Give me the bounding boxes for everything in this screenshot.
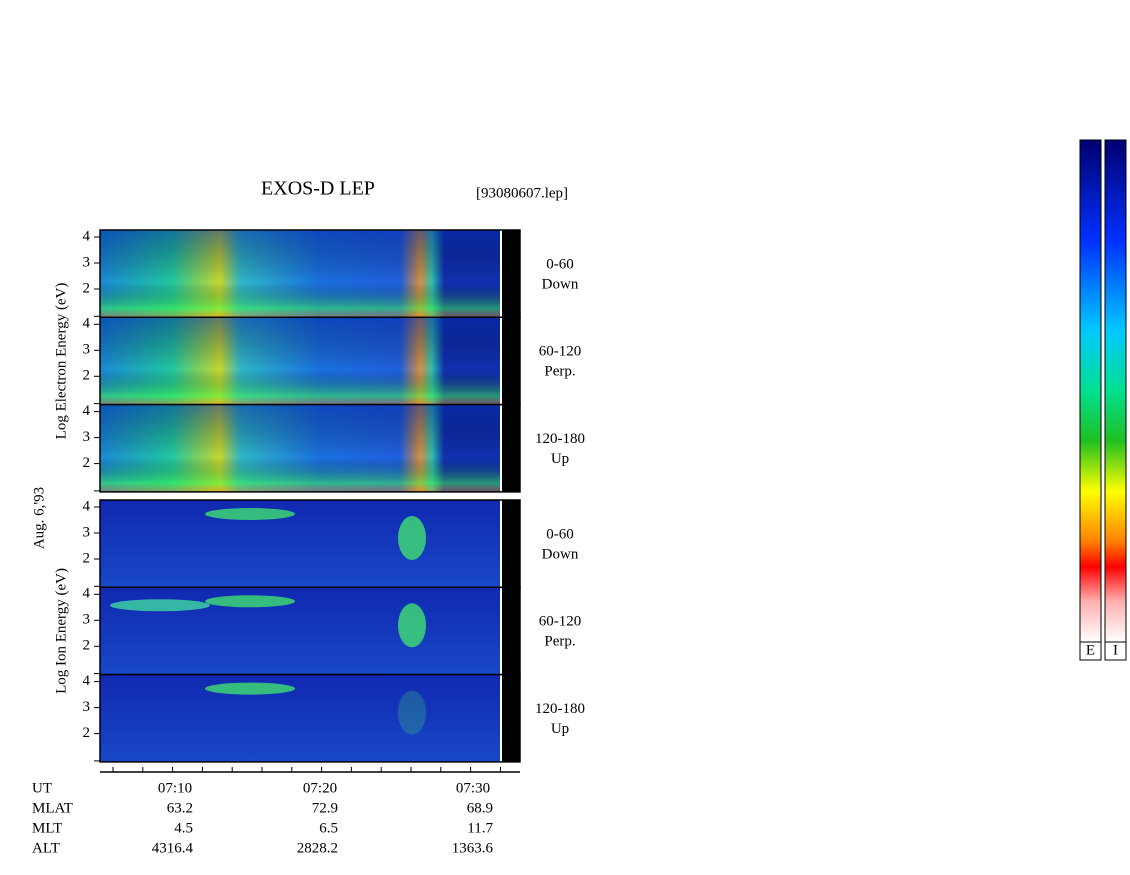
date: Aug. 6,'93 <box>31 487 47 549</box>
colorbar-label-box <box>1104 641 1127 661</box>
ephemeris-value: 2828.2 <box>297 840 338 856</box>
time-tick-label: 07:20 <box>303 780 337 796</box>
data-gap <box>502 230 520 318</box>
y-tick-label: 4 <box>83 586 91 602</box>
data-gap <box>502 587 520 675</box>
direction-label: Perp. <box>544 634 575 650</box>
spectrogram-shade <box>100 317 500 405</box>
y-tick-label: 2 <box>83 550 91 566</box>
y-tick-label: 3 <box>83 699 91 715</box>
angle-label: 0-60 <box>546 256 574 272</box>
ephemeris-value: 1363.6 <box>452 840 494 856</box>
y-tick-label: 2 <box>83 280 91 296</box>
colorbar-label-box <box>1079 641 1102 661</box>
direction-label: Up <box>551 721 569 737</box>
ephemeris-value: 4316.4 <box>152 840 194 856</box>
colorbar <box>1079 139 1102 643</box>
direction-label: Perp. <box>544 364 575 380</box>
y-tick-label: 3 <box>83 429 91 445</box>
spectrogram-panel <box>100 500 500 588</box>
ephemeris-label: MLT <box>32 820 62 836</box>
y-tick-label: 3 <box>83 342 91 358</box>
angle-label: 60-120 <box>539 344 582 360</box>
time-tick-label: 07:30 <box>456 780 490 796</box>
ephemeris-value: 4.5 <box>174 820 193 836</box>
ephemeris-label: ALT <box>32 840 60 856</box>
direction-label: Down <box>542 546 579 562</box>
y-tick-label: 3 <box>83 524 91 540</box>
y-tick-label: 4 <box>83 673 91 689</box>
data-gap <box>502 674 520 762</box>
ion-feature <box>205 508 295 520</box>
ion-feature <box>398 690 426 735</box>
direction-label: Down <box>542 276 579 292</box>
ion-feature <box>205 595 295 608</box>
spectrogram-shade <box>100 230 500 318</box>
ion-feature <box>205 682 295 695</box>
angle-label: 60-120 <box>539 614 582 630</box>
title: EXOS-D LEP <box>261 178 375 200</box>
colorbar <box>1104 139 1127 643</box>
colorbar-label: I <box>1113 642 1118 658</box>
file-name: [93080607.lep] <box>476 185 568 201</box>
time-tick-label: 07:10 <box>158 780 192 796</box>
ion-feature <box>398 516 426 560</box>
ephemeris-label: UT <box>32 780 52 796</box>
spectrogram-panel <box>100 674 500 762</box>
ephemeris-value: 11.7 <box>467 820 493 836</box>
colorbar-label: E <box>1086 642 1095 658</box>
data-gap <box>502 317 520 405</box>
y-axis-label: Log Electron Energy (eV) <box>53 283 69 440</box>
data-gap <box>502 500 520 588</box>
y-tick-label: 2 <box>83 725 91 741</box>
y-tick-label: 4 <box>83 228 91 244</box>
y-tick-label: 3 <box>83 254 91 270</box>
y-tick-label: 2 <box>83 638 91 654</box>
ephemeris-value: 63.2 <box>167 800 193 816</box>
ephemeris-label: MLAT <box>32 800 73 816</box>
ephemeris-value: 72.9 <box>312 800 338 816</box>
y-tick-label: 2 <box>83 368 91 384</box>
ephemeris-value: 6.5 <box>319 820 338 836</box>
angle-label: 120-180 <box>535 701 585 717</box>
panel-frame <box>99 403 521 493</box>
y-tick-label: 4 <box>83 498 91 514</box>
angle-label: 120-180 <box>535 431 585 447</box>
ion-feature <box>110 599 210 612</box>
y-tick-label: 4 <box>83 316 91 332</box>
data-gap <box>502 404 520 492</box>
spectrogram-shade <box>100 404 500 492</box>
ion-feature <box>398 603 426 648</box>
y-tick-label: 3 <box>83 612 91 628</box>
angle-label: 0-60 <box>546 526 574 542</box>
y-axis-label: Log Ion Energy (eV) <box>53 568 69 694</box>
y-tick-label: 4 <box>83 403 91 419</box>
y-tick-label: 2 <box>83 455 91 471</box>
panel-frame <box>99 673 521 763</box>
direction-label: Up <box>551 451 569 467</box>
ephemeris-value: 68.9 <box>467 800 493 816</box>
